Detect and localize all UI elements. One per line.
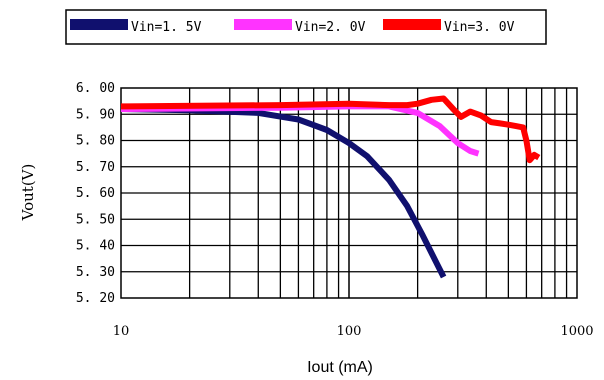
y-tick-label: 5. 70	[76, 160, 115, 175]
legend-swatch-3	[383, 19, 441, 30]
legend-swatch-2	[234, 19, 292, 30]
y-tick-label: 5. 20	[76, 291, 115, 306]
y-tick-label: 5. 60	[76, 186, 115, 201]
y-tick-label: 5. 80	[76, 134, 115, 149]
y-axis-label: Vout(V)	[19, 164, 37, 222]
y-tick-label: 5. 90	[76, 107, 115, 122]
x-tick-label: 10	[113, 324, 130, 339]
legend: Vin=1. 5V Vin=2. 0V Vin=3. 0V	[65, 9, 547, 45]
series-line-3	[120, 95, 541, 164]
x-tick-label: 1000	[560, 324, 593, 339]
y-tick-label: 6. 00	[76, 81, 115, 96]
x-axis-label: Iout (mA)	[307, 359, 373, 376]
y-tick-label: 5. 50	[76, 212, 115, 227]
series-line-1	[120, 106, 447, 279]
legend-label-3: Vin=3. 0V	[444, 20, 515, 35]
x-tick-label: 100	[337, 324, 362, 339]
y-tick-label: 5. 40	[76, 239, 115, 254]
legend-frame	[65, 9, 547, 45]
legend-label-2: Vin=2. 0V	[295, 20, 366, 35]
y-tick-label: 5. 30	[76, 265, 115, 280]
legend-swatch-1	[70, 19, 128, 30]
legend-label-1: Vin=1. 5V	[131, 20, 202, 35]
